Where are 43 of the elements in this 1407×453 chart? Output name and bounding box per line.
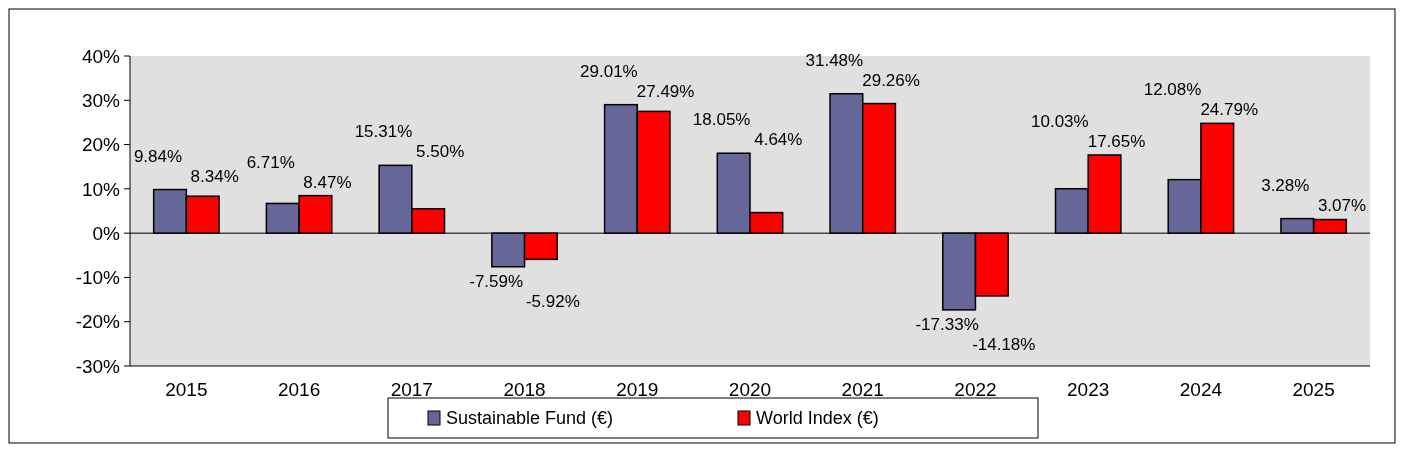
text: 12.08%: [1143, 80, 1202, 100]
y-tick-label: -30%: [75, 355, 121, 377]
text: 31.48%: [805, 50, 864, 70]
text: 3.28%: [1261, 175, 1310, 195]
text: 4.64%: [754, 130, 803, 150]
text: 29.26%: [862, 70, 920, 90]
text: 24.79%: [1200, 100, 1259, 120]
x-tick-label: 2016: [277, 379, 321, 400]
text: 10.03%: [1031, 111, 1089, 131]
text: 27.49%: [636, 81, 695, 101]
x-tick-label: 2018: [503, 379, 546, 400]
text: 17.65%: [1087, 131, 1146, 151]
text: 18.05%: [692, 110, 751, 130]
legend-label: World Index (€): [756, 408, 879, 428]
x-tick-label: 2020: [728, 379, 772, 400]
text: 8.47%: [303, 172, 352, 192]
text: -7.59%: [469, 271, 524, 291]
y-tick-label: 0%: [92, 222, 121, 244]
x-tick-label: 2023: [1067, 379, 1110, 400]
y-tick-label: 20%: [81, 134, 121, 156]
text: 5.50%: [416, 142, 465, 162]
x-tick-label: 2015: [165, 379, 208, 400]
text: 8.34%: [190, 166, 239, 186]
text: 6.71%: [246, 152, 295, 172]
text: 29.01%: [580, 61, 638, 81]
text: -5.92%: [525, 291, 580, 311]
y-tick-label: -10%: [75, 267, 121, 289]
y-tick-label: 30%: [81, 89, 121, 111]
x-tick-label: 2025: [1292, 379, 1335, 400]
x-tick-label: 2019: [616, 379, 659, 400]
text: 15.31%: [354, 122, 413, 142]
x-tick-label: 2021: [841, 379, 884, 400]
legend-label: Sustainable Fund (€): [446, 408, 614, 428]
y-tick-label: -20%: [75, 311, 121, 333]
text: 9.84%: [133, 146, 183, 166]
text: -17.33%: [915, 314, 979, 334]
text: 3.07%: [1317, 195, 1367, 215]
y-tick-label: 10%: [81, 178, 121, 200]
x-tick-label: 2017: [390, 379, 433, 400]
y-tick-label: 40%: [81, 45, 121, 67]
text: -14.18%: [972, 334, 1036, 354]
x-tick-label: 2022: [954, 379, 997, 400]
x-tick-label: 2024: [1179, 379, 1223, 400]
